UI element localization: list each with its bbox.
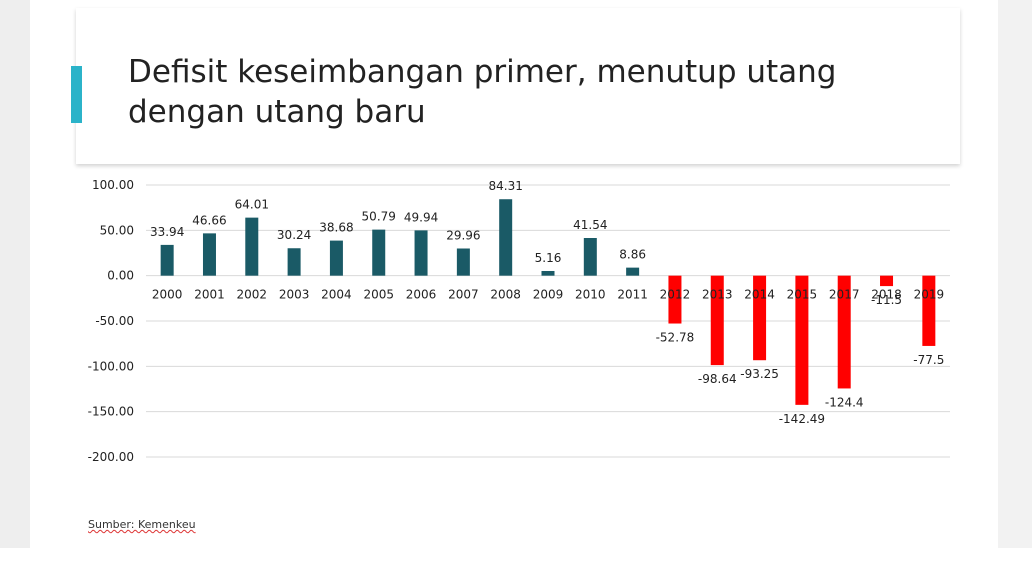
x-tick-label: 2015 xyxy=(787,288,818,302)
x-tick-label: 2005 xyxy=(363,288,394,302)
bar xyxy=(456,248,470,276)
x-tick-label: 2000 xyxy=(152,288,183,302)
bar xyxy=(541,270,555,276)
y-tick-label: -50.00 xyxy=(95,314,134,328)
y-tick-label: -150.00 xyxy=(88,405,134,419)
bar-chart: 100.00 50.00 0.00 -50.00 -100.00 -150.00 -200.… xyxy=(88,178,950,464)
bar xyxy=(795,275,809,405)
y-axis-tick-labels: 100.00 50.00 0.00 -50.00 -100.00 -150.00 -200.… xyxy=(88,178,134,464)
data-label: 33.94 xyxy=(150,225,184,239)
x-tick-label: 2010 xyxy=(575,288,606,302)
data-label: 49.94 xyxy=(404,210,438,224)
bar xyxy=(499,199,513,276)
window-edge xyxy=(998,0,1032,548)
bar xyxy=(160,244,174,276)
x-tick-label: 2018 xyxy=(871,288,902,302)
y-tick-label: -200.00 xyxy=(88,450,134,464)
bar xyxy=(626,267,640,276)
data-label: -11.5 xyxy=(871,293,902,307)
x-tick-label: 2007 xyxy=(448,288,479,302)
y-tick-label: 50.00 xyxy=(100,223,134,237)
bar xyxy=(287,248,301,276)
y-tick-label: 0.00 xyxy=(107,269,134,283)
x-tick-label: 2009 xyxy=(533,288,564,302)
data-label: 41.54 xyxy=(573,218,607,232)
bars xyxy=(160,199,936,405)
data-labels: 33.94 46.66 64.01 30.24 38.68 50.79 49.94 29.96… xyxy=(150,179,944,426)
source-note: Sumber: Kemenkeu xyxy=(88,518,196,531)
data-label: -52.78 xyxy=(656,331,695,345)
slide-title: Defisit keseimbangan primer, menutup uta… xyxy=(128,54,837,130)
data-label: -124.4 xyxy=(825,395,864,409)
bar xyxy=(202,233,216,276)
bar xyxy=(668,275,682,324)
bar xyxy=(753,275,767,361)
data-label: -77.5 xyxy=(913,353,944,367)
bar xyxy=(245,217,259,276)
data-label: 30.24 xyxy=(277,228,311,242)
data-label: -142.49 xyxy=(779,412,825,426)
data-label: 84.31 xyxy=(489,179,523,193)
data-label: 8.86 xyxy=(619,248,646,262)
bar xyxy=(329,240,343,276)
title-box xyxy=(76,8,960,164)
data-label: 5.16 xyxy=(535,251,562,265)
bar xyxy=(372,229,386,276)
data-label: 46.66 xyxy=(192,213,226,227)
x-tick-label: 2006 xyxy=(406,288,437,302)
data-label: 29.96 xyxy=(446,229,480,243)
data-label: -98.64 xyxy=(698,372,737,386)
x-tick-label: 2019 xyxy=(914,288,945,302)
x-tick-label: 2004 xyxy=(321,288,352,302)
title-accent-bar xyxy=(71,66,82,123)
data-label: 50.79 xyxy=(362,210,396,224)
data-label: 38.68 xyxy=(319,221,353,235)
gridlines xyxy=(146,184,950,458)
y-tick-label: 100.00 xyxy=(92,178,134,192)
bar xyxy=(414,230,428,276)
x-tick-label: 2003 xyxy=(279,288,310,302)
bar xyxy=(837,275,851,389)
window-bottom-edge xyxy=(0,548,1032,565)
x-tick-label: 2002 xyxy=(237,288,268,302)
x-tick-label: 2013 xyxy=(702,288,733,302)
x-tick-label: 2012 xyxy=(660,288,691,302)
x-tick-label: 2001 xyxy=(194,288,225,302)
y-tick-label: -100.00 xyxy=(88,359,134,373)
data-label: -93.25 xyxy=(740,367,779,381)
x-tick-label: 2011 xyxy=(617,288,648,302)
bar xyxy=(583,238,597,276)
x-tick-label: 2014 xyxy=(744,288,775,302)
bar xyxy=(710,275,724,366)
bar xyxy=(922,275,936,346)
x-tick-label: 2008 xyxy=(490,288,521,302)
x-axis-tick-labels: 2000 2001 2002 2003 2004 2005 2006 2007 2008 2009… xyxy=(152,288,944,302)
data-label: 64.01 xyxy=(235,198,269,212)
bar xyxy=(880,275,894,287)
x-tick-label: 2017 xyxy=(829,288,860,302)
